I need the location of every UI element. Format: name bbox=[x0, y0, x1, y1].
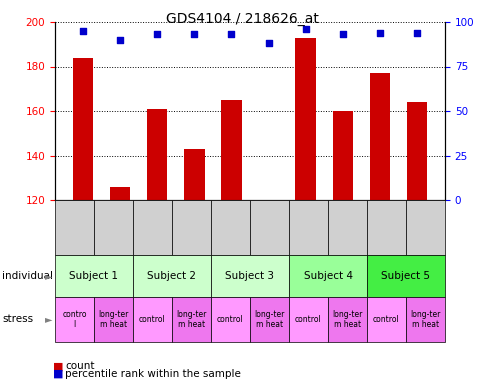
Bar bbox=[295, 38, 315, 200]
Bar bbox=[73, 58, 93, 200]
Point bbox=[153, 31, 161, 38]
Text: long-ter
m heat: long-ter m heat bbox=[409, 310, 440, 329]
Point bbox=[301, 26, 309, 32]
Bar bbox=[332, 111, 352, 200]
Point bbox=[190, 31, 198, 38]
Point bbox=[338, 31, 346, 38]
Text: ►: ► bbox=[45, 271, 52, 281]
Point bbox=[227, 31, 235, 38]
Text: ►: ► bbox=[45, 314, 52, 324]
Text: Subject 1: Subject 1 bbox=[69, 271, 118, 281]
Bar bbox=[147, 109, 167, 200]
Text: contro
l: contro l bbox=[62, 310, 87, 329]
Text: Subject 4: Subject 4 bbox=[303, 271, 352, 281]
Bar bbox=[221, 100, 241, 200]
Point bbox=[264, 40, 272, 46]
Text: count: count bbox=[65, 361, 95, 371]
Bar bbox=[184, 149, 204, 200]
Text: long-ter
m heat: long-ter m heat bbox=[176, 310, 206, 329]
Bar bbox=[369, 73, 389, 200]
Text: Subject 3: Subject 3 bbox=[225, 271, 274, 281]
Point bbox=[116, 37, 124, 43]
Text: control: control bbox=[217, 315, 243, 324]
Point bbox=[412, 30, 420, 36]
Text: long-ter
m heat: long-ter m heat bbox=[254, 310, 284, 329]
Text: percentile rank within the sample: percentile rank within the sample bbox=[65, 369, 241, 379]
Text: control: control bbox=[139, 315, 166, 324]
Text: control: control bbox=[295, 315, 321, 324]
Bar bbox=[406, 102, 426, 200]
Text: long-ter
m heat: long-ter m heat bbox=[332, 310, 362, 329]
Text: Subject 5: Subject 5 bbox=[381, 271, 430, 281]
Bar bbox=[109, 187, 130, 200]
Point bbox=[375, 30, 383, 36]
Point bbox=[79, 28, 87, 34]
Text: control: control bbox=[372, 315, 399, 324]
Text: stress: stress bbox=[2, 314, 33, 324]
Text: GDS4104 / 218626_at: GDS4104 / 218626_at bbox=[166, 12, 318, 25]
Text: ■: ■ bbox=[53, 361, 63, 371]
Text: long-ter
m heat: long-ter m heat bbox=[98, 310, 128, 329]
Text: ■: ■ bbox=[53, 369, 63, 379]
Text: Subject 2: Subject 2 bbox=[147, 271, 196, 281]
Text: individual: individual bbox=[2, 271, 53, 281]
